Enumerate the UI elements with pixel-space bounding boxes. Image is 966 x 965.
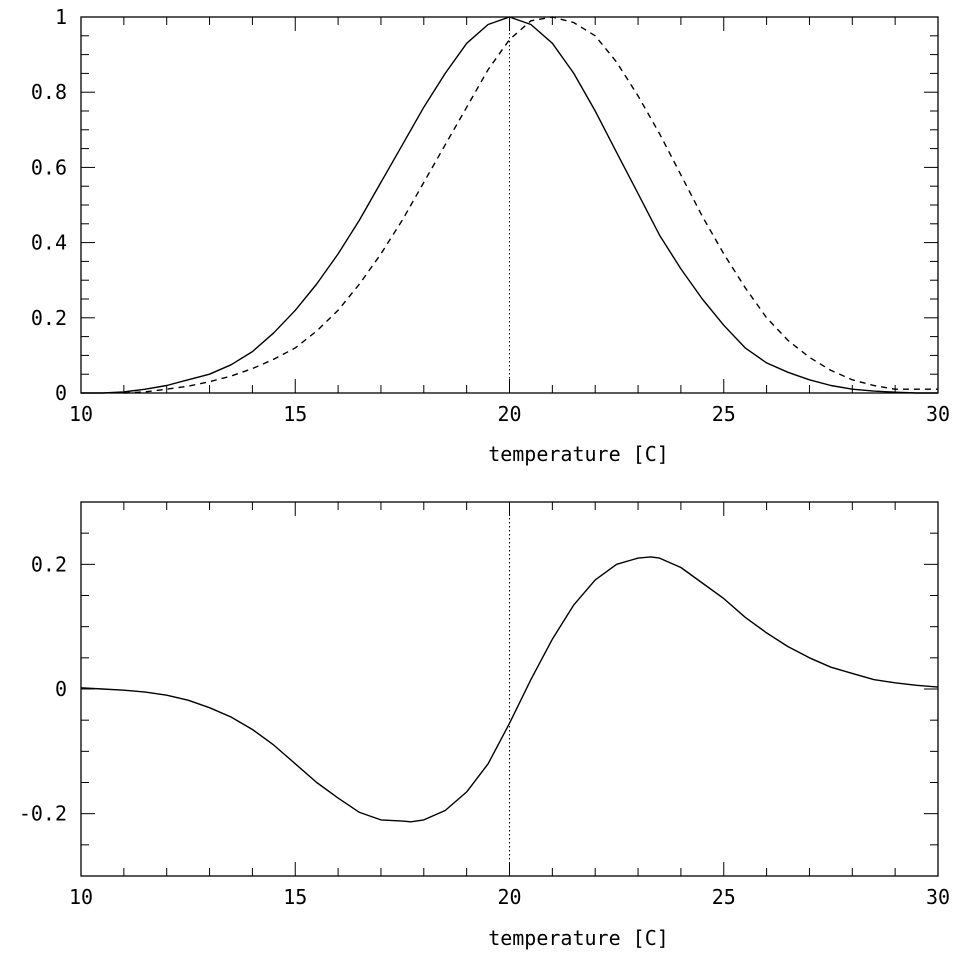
y-tick-label: 0.2 bbox=[31, 306, 67, 330]
y-tick-label: 1 bbox=[55, 5, 67, 29]
x-axis-label: temperature [C] bbox=[488, 926, 669, 950]
x-tick-label: 20 bbox=[497, 402, 521, 426]
x-tick-label: 30 bbox=[926, 885, 950, 909]
x-tick-label: 10 bbox=[69, 402, 93, 426]
x-tick-label: 15 bbox=[283, 885, 307, 909]
y-tick-label: 0.4 bbox=[31, 231, 67, 255]
x-axis-label: temperature [C] bbox=[488, 442, 669, 466]
y-tick-label: 0 bbox=[55, 677, 67, 701]
y-tick-label: 0.6 bbox=[31, 155, 67, 179]
x-tick-label: 25 bbox=[712, 402, 736, 426]
x-tick-label: 15 bbox=[283, 402, 307, 426]
y-tick-label: 0.8 bbox=[31, 80, 67, 104]
x-tick-label: 25 bbox=[712, 885, 736, 909]
series-line-1-solid bbox=[80, 556, 939, 823]
x-tick-label: 20 bbox=[497, 885, 521, 909]
panel-1: 10 15 20 25 30 0 0.2 0.4 0.6 0.8 1 temperature [C] bbox=[31, 5, 950, 466]
panel-2: 10 15 20 25 30 -0.2 0 0.2 temperature [C] bbox=[19, 501, 950, 950]
series-line-2-dashed bbox=[123, 16, 938, 394]
series-line-1-solid bbox=[81, 16, 938, 394]
x-tick-label: 10 bbox=[69, 885, 93, 909]
y-tick-label: 0 bbox=[55, 381, 67, 405]
y-tick-label: -0.2 bbox=[19, 802, 67, 826]
y-tick-label: 0.2 bbox=[31, 552, 67, 576]
x-tick-label: 30 bbox=[926, 402, 950, 426]
